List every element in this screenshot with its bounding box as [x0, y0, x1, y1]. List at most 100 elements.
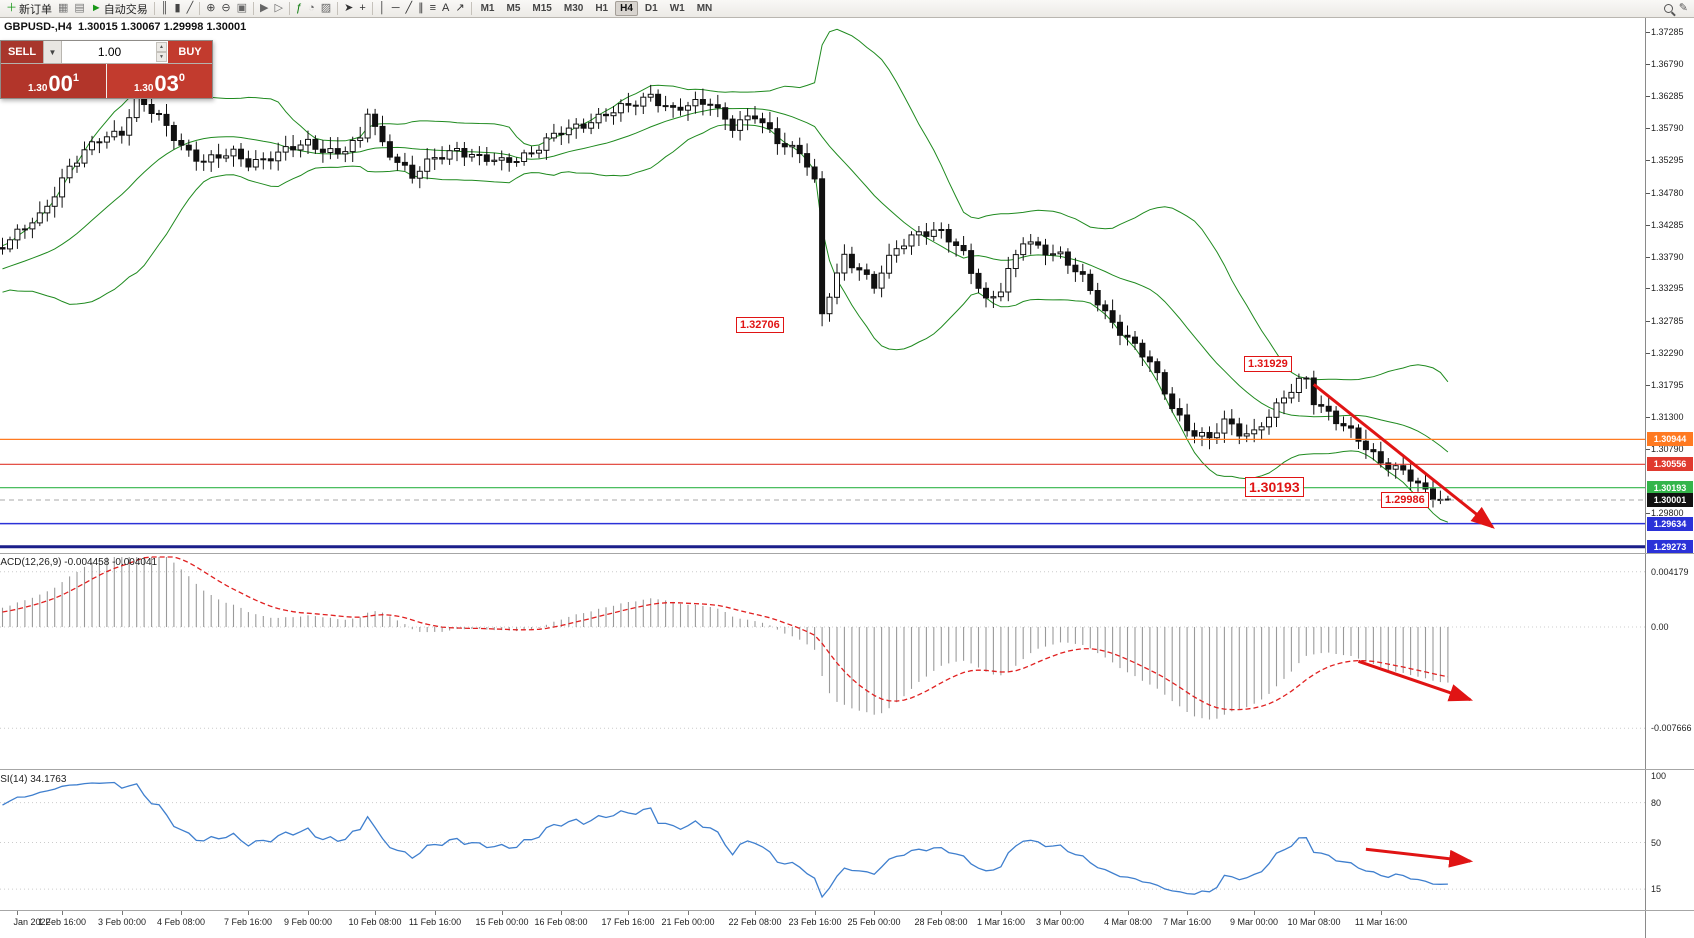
toolbar-separator — [337, 2, 339, 15]
volume-decrement-button[interactable]: ▼ — [156, 52, 167, 62]
time-axis-label: Jan 2022 — [13, 917, 51, 927]
time-axis-label: 11 Feb 16:00 — [408, 917, 462, 927]
bid-price-button[interactable]: 1.30 00 1 — [1, 64, 106, 98]
templates-button[interactable]: ▨ — [318, 1, 334, 17]
fibonacci-icon: ≡ — [429, 2, 437, 14]
timeframe-M1-button[interactable]: M1 — [480, 3, 495, 14]
panel-separator[interactable] — [0, 553, 1694, 554]
zoom-out-button[interactable]: ⊖ — [218, 1, 233, 17]
time-tick-mark — [502, 911, 503, 915]
market-watch-button[interactable]: ▦ — [55, 1, 71, 17]
time-tick-mark — [62, 911, 63, 915]
price-chart-canvas[interactable] — [0, 18, 1645, 553]
candlestick-mode-icon: ▮ — [174, 2, 181, 14]
channel-button[interactable]: ∥ — [415, 1, 427, 17]
search-button[interactable] — [1661, 1, 1676, 17]
tile-windows-button[interactable]: ▣ — [234, 1, 250, 17]
new-order-label: 新订单 — [19, 3, 52, 16]
periods-button[interactable]: ◔ — [305, 1, 318, 17]
price-scale[interactable]: 1.37285 1.36790 1.36285 1.35790 1.35295 1.347… — [1645, 18, 1694, 938]
scale-tick-mark — [1646, 193, 1650, 194]
time-tick-mark — [755, 911, 756, 915]
timeframe-M5-button[interactable]: M5 — [506, 3, 521, 14]
volume-input[interactable] — [62, 41, 168, 63]
toolbar-separator — [288, 2, 290, 15]
price-label-annotation[interactable]: 1.29986 — [1381, 492, 1429, 509]
chevron-up-icon: ▲ — [159, 44, 164, 50]
time-tick-mark — [1381, 911, 1382, 915]
price-label-annotation[interactable]: 1.31929 — [1244, 356, 1292, 373]
time-axis-label: 17 Feb 16:00 — [601, 917, 655, 927]
timeframe-M30-button[interactable]: M30 — [563, 3, 584, 14]
time-scale[interactable]: Jan 2022 1 Feb 16:00 3 Feb 00:00 4 Feb 08:0… — [0, 910, 1645, 938]
rsi-panel-canvas[interactable] — [0, 770, 1645, 910]
bar-chart-mode-button[interactable]: ║ — [158, 1, 172, 17]
toolbar-left-group: ＋新订单 ▦ ▤ ► 自动交易 ║ ▮ ╱ ⊕ ⊖ ▣ ▶ ▷ ƒ ◔ ▨ ➤ + │ ─ ╱ ∥ ≡ A ↗ — [3, 1, 475, 17]
arrows-button[interactable]: ↗ — [452, 1, 467, 17]
horizontal-line-button[interactable]: ─ — [389, 1, 403, 17]
price-level-badge: 1.30944 — [1647, 432, 1693, 446]
time-tick-mark — [122, 911, 123, 915]
trendline-button[interactable]: ╱ — [402, 1, 415, 17]
time-tick-mark — [1128, 911, 1129, 915]
channel-icon: ∥ — [418, 2, 424, 14]
timeframe-D1-button[interactable]: D1 — [644, 3, 658, 14]
time-axis-label: 7 Feb 16:00 — [223, 917, 273, 927]
sell-button[interactable]: SELL — [1, 41, 43, 63]
price-level-badge: 1.29634 — [1647, 517, 1693, 531]
buy-button[interactable]: BUY — [168, 41, 212, 63]
timeframe-MN-button[interactable]: MN — [696, 3, 713, 14]
fibonacci-button[interactable]: ≡ — [427, 1, 439, 17]
line-chart-mode-button[interactable]: ╱ — [184, 1, 197, 17]
price-tick-label: 1.32290 — [1651, 348, 1684, 358]
rsi-scale-label: 80 — [1651, 798, 1662, 808]
time-axis-label: 4 Feb 08:00 — [156, 917, 206, 927]
ask-price-button[interactable]: 1.30 03 0 — [107, 64, 212, 98]
rsi-scale-label: 100 — [1651, 771, 1667, 781]
cursor-icon: ➤ — [344, 2, 354, 14]
timeframe-H1-button[interactable]: H1 — [595, 3, 609, 14]
auto-scroll-button[interactable]: ▶ — [257, 1, 271, 17]
crosshair-button[interactable]: + — [356, 1, 368, 17]
price-label-annotation[interactable]: 1.30193 — [1245, 477, 1304, 498]
scale-tick-mark — [1646, 225, 1650, 226]
time-axis-label: 21 Feb 00:00 — [661, 917, 715, 927]
indicators-icon: ƒ — [295, 2, 303, 14]
vertical-line-button[interactable]: │ — [376, 1, 389, 17]
new-order-button[interactable]: ＋新订单 — [3, 1, 55, 17]
price-tick-label: 1.34285 — [1651, 220, 1684, 230]
time-tick-mark — [561, 911, 562, 915]
timeframe-M15-button[interactable]: M15 — [532, 3, 552, 14]
time-axis-label: 9 Mar 00:00 — [1229, 917, 1279, 927]
text-button[interactable]: A — [439, 1, 452, 17]
chart-shift-button[interactable]: ▷ — [272, 1, 286, 17]
volume-stepper: ▲ ▼ — [156, 42, 167, 62]
panel-separator[interactable] — [0, 910, 1694, 911]
timeframe-H4-button[interactable]: H4 — [615, 1, 638, 16]
time-axis-label: 10 Mar 08:00 — [1287, 917, 1341, 927]
toolbar-separator — [470, 2, 472, 15]
time-axis-label: 1 Feb 16:00 — [37, 917, 87, 927]
quick-edit-button[interactable]: ✎ — [1676, 1, 1691, 17]
cursor-button[interactable]: ➤ — [341, 1, 356, 17]
scale-tick-mark — [1646, 321, 1650, 322]
time-axis-label: 15 Feb 00:00 — [475, 917, 529, 927]
panel-separator[interactable] — [0, 769, 1694, 770]
data-window-button[interactable]: ▤ — [71, 1, 87, 17]
timeframe-W1-button[interactable]: W1 — [669, 3, 685, 14]
zoom-in-icon: ⊕ — [206, 2, 216, 14]
candlestick-mode-button[interactable]: ▮ — [172, 1, 184, 17]
macd-panel-canvas[interactable] — [0, 554, 1645, 769]
volume-increment-button[interactable]: ▲ — [156, 42, 167, 52]
price-label-annotation[interactable]: 1.32706 — [736, 317, 784, 334]
indicators-button[interactable]: ƒ — [293, 1, 305, 17]
time-axis-label: 1 Mar 16:00 — [976, 917, 1026, 927]
rsi-scale-label: 50 — [1651, 838, 1662, 848]
order-type-dropdown[interactable]: ▼ — [43, 41, 62, 63]
zoom-in-button[interactable]: ⊕ — [203, 1, 218, 17]
data-window-icon: ▤ — [74, 2, 85, 14]
auto-trading-button[interactable]: ► 自动交易 — [88, 1, 151, 17]
scale-tick-mark — [1646, 449, 1650, 450]
trade-panel-prices: 1.30 00 1 1.30 03 0 — [1, 64, 212, 98]
chevron-down-icon: ▼ — [159, 54, 164, 60]
